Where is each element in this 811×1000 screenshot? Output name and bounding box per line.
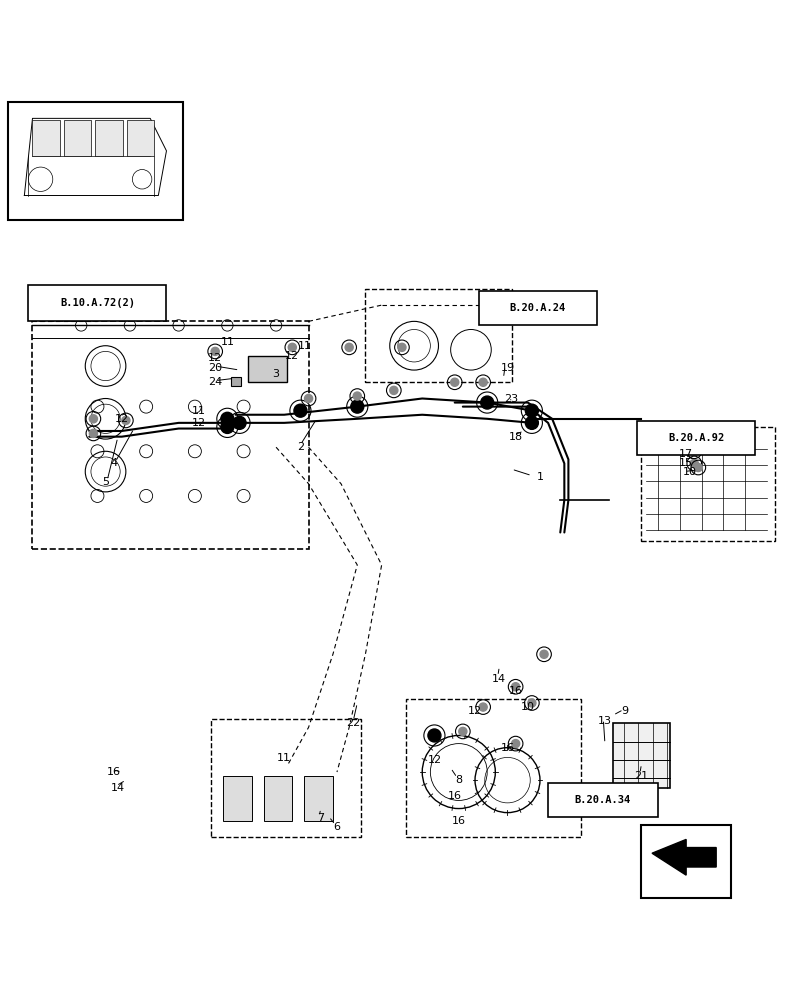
Circle shape [89,429,97,437]
Circle shape [397,343,406,351]
Circle shape [689,447,697,455]
Circle shape [480,396,493,409]
Text: 7: 7 [317,813,324,823]
FancyBboxPatch shape [547,783,657,817]
Circle shape [221,420,234,433]
Text: B.20.A.24: B.20.A.24 [509,303,565,313]
Circle shape [450,378,458,386]
Text: B.20.A.92: B.20.A.92 [667,433,723,443]
Text: 11: 11 [191,406,206,416]
Text: 14: 14 [110,783,125,793]
Text: 24: 24 [208,377,222,387]
Text: 16: 16 [451,816,466,826]
Text: 11: 11 [297,341,311,351]
Bar [247,356,286,382]
Text: 16: 16 [447,791,461,801]
Circle shape [427,729,440,742]
Circle shape [525,404,538,417]
Text: 19: 19 [500,363,514,373]
Text: 8: 8 [455,775,461,785]
Bar [406,699,580,837]
FancyBboxPatch shape [637,421,754,455]
Bar [641,825,730,898]
Text: 18: 18 [508,432,522,442]
Bar [223,776,251,821]
Text: B.10.A.72(2): B.10.A.72(2) [60,298,135,308]
Text: 17: 17 [678,449,693,459]
Text: 1: 1 [536,472,543,482]
Circle shape [345,343,353,351]
Circle shape [511,683,519,691]
Bar [211,719,361,837]
Text: 12: 12 [427,755,441,765]
Text: 12: 12 [208,353,222,363]
Bar [127,120,154,156]
Text: 11: 11 [277,753,291,763]
Text: 14: 14 [491,674,506,684]
Text: 5: 5 [102,477,109,487]
Circle shape [221,412,234,425]
Circle shape [353,392,361,400]
Circle shape [350,400,363,413]
Text: 20: 20 [208,363,222,373]
FancyBboxPatch shape [28,285,166,321]
Circle shape [288,343,296,351]
Text: 9: 9 [621,706,628,716]
Bar [64,120,91,156]
Circle shape [478,703,487,711]
Bar [304,776,333,821]
Bar [264,776,292,821]
Text: 12: 12 [191,418,206,428]
Circle shape [527,699,535,707]
Circle shape [89,415,97,423]
Text: 6: 6 [333,822,340,832]
Text: 4: 4 [110,458,117,468]
Text: 13: 13 [597,716,611,726]
Bar [365,289,511,382]
Circle shape [539,650,547,658]
Text: 16: 16 [500,743,514,753]
Text: 16: 16 [106,767,121,777]
Circle shape [389,386,397,394]
Text: 12: 12 [285,351,299,361]
Circle shape [689,459,697,468]
Text: 23: 23 [504,393,518,403]
Circle shape [525,416,538,429]
Circle shape [458,727,466,735]
Circle shape [478,378,487,386]
Text: 3: 3 [272,369,279,379]
Text: 2: 2 [297,442,303,452]
Bar [8,102,182,220]
Polygon shape [651,839,715,875]
Bar [32,120,60,156]
Text: 11: 11 [220,337,234,347]
Bar [32,321,308,549]
Text: 21: 21 [633,771,648,781]
Text: 12: 12 [467,706,482,716]
Text: 22: 22 [345,718,360,728]
Bar [95,120,122,156]
Circle shape [233,416,246,429]
Circle shape [304,394,312,403]
Text: 15: 15 [678,458,693,468]
Text: 12: 12 [114,414,129,424]
Circle shape [294,404,307,417]
Circle shape [122,416,130,424]
Circle shape [211,347,219,355]
Circle shape [693,463,702,472]
Text: B.20.A.34: B.20.A.34 [574,795,630,805]
FancyBboxPatch shape [478,291,596,325]
Text: 16: 16 [508,686,522,696]
Text: 10: 10 [520,702,534,712]
Circle shape [511,740,519,748]
Bar [641,427,775,541]
Bar [612,723,669,788]
Bar [231,377,241,386]
Text: 10: 10 [682,467,697,477]
